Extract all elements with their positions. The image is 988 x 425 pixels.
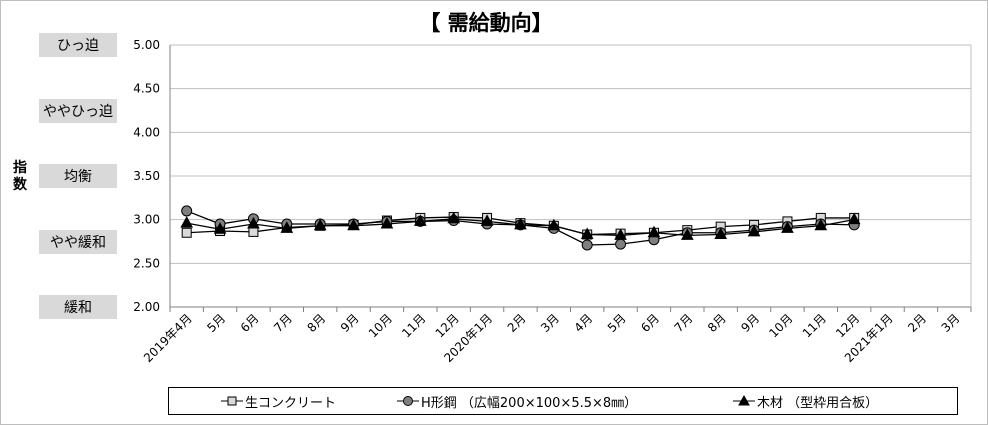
data-point-triangle [781,221,794,233]
y-axis-label-char: 数 [13,177,27,193]
band-label: やや緩和 [39,229,117,254]
x-tick-label: 8月 [305,311,329,335]
data-point-triangle [247,216,260,229]
data-point-triangle [380,216,394,229]
legend-label-concrete: 生コンクリート [245,395,337,411]
legend-item-concrete: 生コンクリート [221,388,336,414]
data-point-circle [615,238,627,250]
y-tick-label: 2.00 [133,300,160,314]
x-tick-label: 5月 [605,311,629,335]
square-marker-icon [221,396,243,406]
data-point-triangle [347,218,360,231]
circle-marker-icon [397,396,419,406]
y-tick-label: 5.00 [133,38,160,52]
x-tick-label: 5月 [204,311,228,335]
x-tick-label: 9月 [338,311,362,335]
data-point-circle [181,205,193,217]
x-tick-label: 7月 [271,311,295,335]
x-tick-label: 2月 [505,311,529,335]
x-tick-label: 7月 [672,311,696,335]
band-label: 均衡 [39,164,117,188]
legend-label-h-steel: H形鋼 （広幅200×100×5.5×8㎜） [421,395,638,411]
data-point-triangle [514,217,527,230]
data-point-triangle [480,214,494,226]
data-point-triangle [413,214,427,226]
legend-item-timber: 木材 （型枠用合板） [733,388,878,414]
x-tick-label: 10月 [366,311,395,340]
data-point-triangle [547,218,561,231]
x-tick-label: 3月 [538,311,562,335]
data-point-triangle [614,228,627,240]
data-point-triangle [580,227,594,240]
x-tick-label: 11月 [399,311,428,340]
data-point-triangle [213,222,227,234]
y-tick-label: 2.50 [133,256,160,270]
data-point-circle [581,239,593,251]
x-tick-label: 6月 [638,311,662,335]
legend-label-timber: 木材 （型枠用合板） [757,395,879,411]
y-tick-label: 3.50 [133,169,160,183]
x-tick-label: 3月 [939,311,963,335]
band-label: 緩和 [39,295,117,319]
y-axis-label: 指数 [8,160,32,194]
data-point-triangle [847,212,861,225]
band-label: ややひっ迫 [39,98,117,123]
data-point-triangle [714,227,728,240]
data-point-triangle [313,218,327,231]
data-point-triangle [747,224,761,237]
x-tick-label: 12月 [833,311,862,340]
x-tick-label: 12月 [433,311,462,340]
data-point-triangle [814,218,828,231]
y-tick-label: 4.50 [133,82,160,96]
data-point-square [181,227,192,238]
x-tick-label: 2月 [905,311,929,335]
x-tick-label: 6月 [238,311,262,335]
data-point-triangle [647,225,661,238]
data-point-triangle [447,211,461,224]
x-tick-label: 11月 [800,311,829,340]
x-tick-label: 4月 [572,311,596,335]
legend-item-h-steel: H形鋼 （広幅200×100×5.5×8㎜） [397,388,637,414]
x-tick-label: 8月 [705,311,729,335]
chart-title: 【 需給動向】 [419,11,552,35]
x-tick-label: 10月 [766,311,795,340]
data-point-triangle [280,221,294,233]
y-axis-label-char: 指 [13,160,27,176]
triangle-marker-icon [733,395,755,406]
x-tick-label: 2019年4月 [141,311,195,365]
y-tick-label: 3.00 [133,213,160,227]
band-label: ひっ迫 [39,33,117,57]
legend: 生コンクリート H形鋼 （広幅200×100×5.5×8㎜） 木材 （型枠用合板… [168,387,958,415]
data-point-triangle [180,216,194,228]
x-tick-label: 9月 [738,311,762,335]
y-tick-label: 4.00 [133,125,160,139]
data-point-triangle [680,228,694,240]
data-point-square [248,226,259,237]
